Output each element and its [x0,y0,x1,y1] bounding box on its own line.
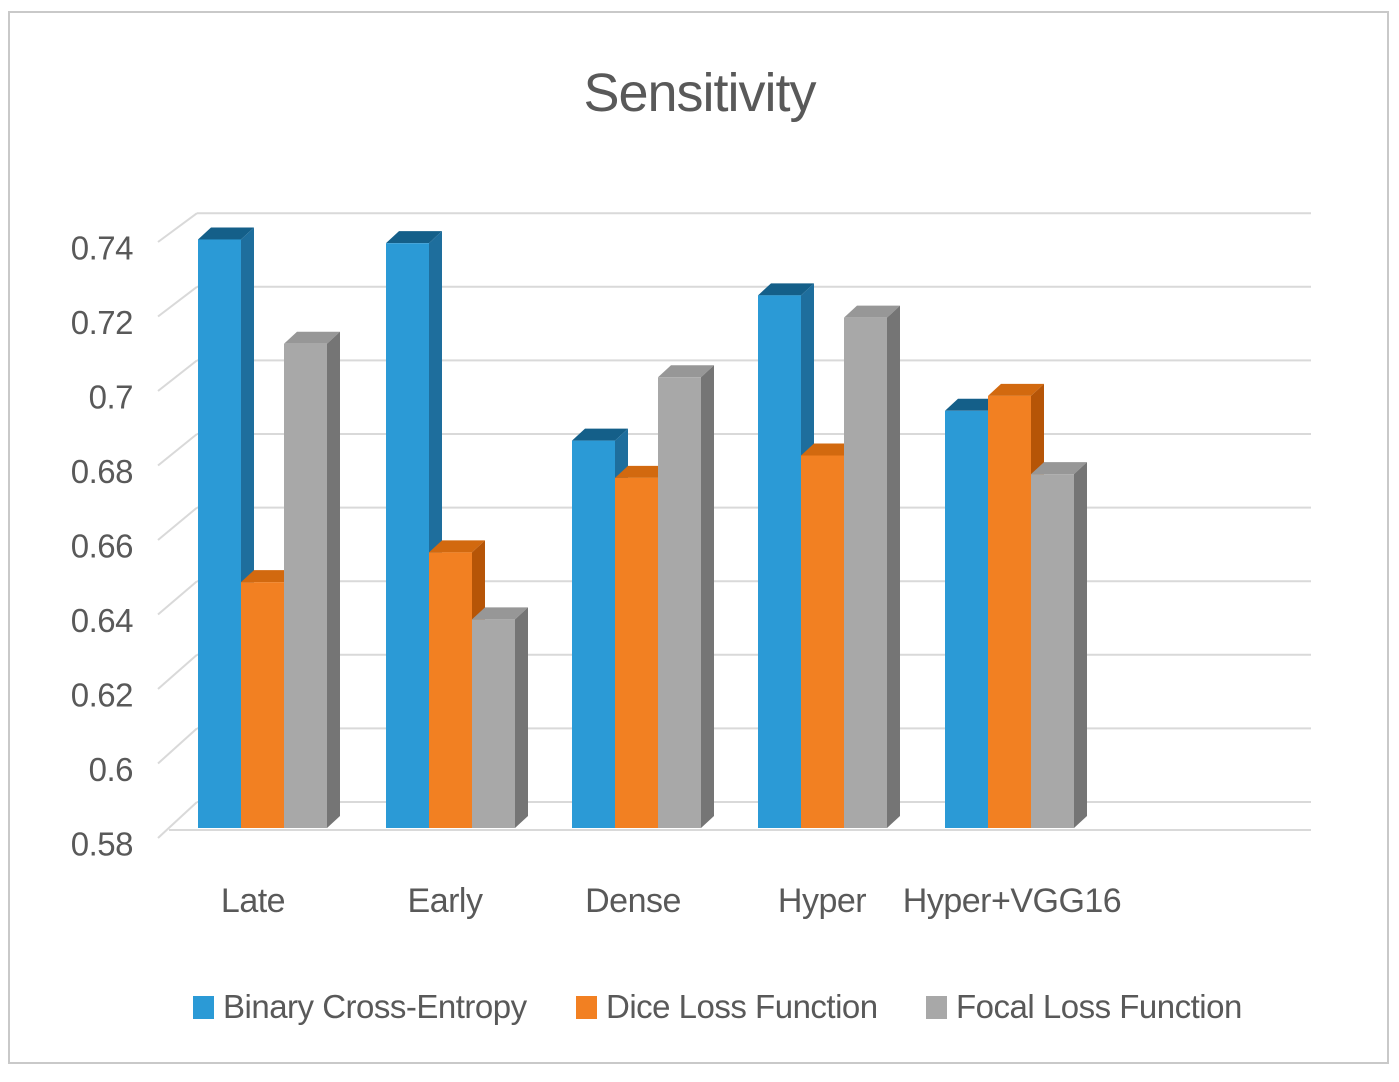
bar-top-face [284,331,340,344]
bar-side-face [327,331,340,828]
bar-top-face [198,227,254,240]
y-axis-label: 0.6 [89,751,133,788]
bar-top-face [844,305,900,318]
bar-side-face [701,365,714,828]
y-axis-label: 0.66 [71,528,133,565]
bar-side-face [887,305,900,828]
bar [658,377,701,828]
y-axis-tick [157,654,198,690]
x-axis-label: Dense [585,882,681,920]
y-axis-label: 0.7 [89,379,133,416]
bar-top-face [1031,462,1087,475]
bar-top-face [386,231,442,244]
x-axis-label: Hyper [778,882,866,920]
y-axis-label: 0.64 [71,602,133,639]
bar [615,477,658,828]
bar-top-face [945,398,1001,411]
y-axis-label: 0.58 [71,826,133,863]
x-axis-label: Late [221,882,285,920]
legend-swatch [193,995,214,1019]
chart-title: Sensitivity [583,63,816,123]
bar-top-face [429,540,485,553]
bar-top-face [572,428,628,441]
bar-top-face [615,465,671,478]
y-axis-label: 0.72 [71,304,133,341]
legend-item: Binary Cross-Entropy [193,988,527,1026]
y-axis-tick [157,212,198,243]
x-axis-label: Hyper+VGG16 [903,882,1121,920]
bar [801,455,844,828]
x-axis-label: Early [408,882,483,920]
bar [284,343,327,828]
legend-label: Binary Cross-Entropy [223,988,527,1025]
bar [945,410,988,828]
bar [429,552,472,828]
y-axis-label: 0.74 [71,230,133,267]
bar-top-face [758,283,814,296]
legend-swatch [926,995,947,1019]
bar-side-face [1074,462,1087,828]
legend-label: Dice Loss Function [606,988,878,1025]
bar-top-face [241,570,297,583]
y-axis-tick [157,506,198,541]
bar [988,395,1031,828]
bar [472,619,515,828]
y-axis-tick [157,801,198,839]
bar-top-face [801,443,857,456]
bar [241,582,284,828]
bar [1031,474,1074,828]
y-axis-label: 0.68 [71,453,133,490]
bar-top-face [988,383,1044,396]
legend-item: Dice Loss Function [576,988,878,1026]
bar-top-face [472,607,528,620]
legend-item: Focal Loss Function [926,988,1242,1026]
y-axis-tick [157,433,198,467]
y-axis-tick [157,286,198,318]
bar-top-face [658,365,714,378]
bar [572,440,615,828]
y-axis-tick [157,727,198,765]
bar-side-face [515,607,528,828]
legend-swatch [576,995,597,1019]
bar [758,295,801,828]
legend-label: Focal Loss Function [956,988,1242,1025]
bar [844,317,887,828]
y-axis-tick [157,359,198,392]
bar [386,243,429,829]
y-axis-label: 0.62 [71,677,133,714]
bar [198,239,241,828]
y-axis-tick [157,580,198,616]
